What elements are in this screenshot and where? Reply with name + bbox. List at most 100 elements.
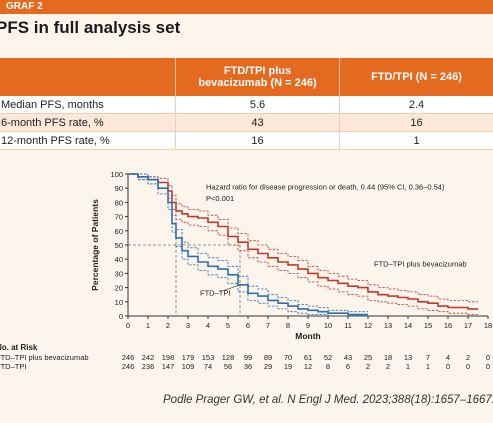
x-tick-label: 8 — [286, 321, 290, 330]
at-risk-value: 2 — [386, 362, 390, 371]
table-header-mono: FTD/TPI (N = 246) — [339, 58, 493, 96]
y-tick-label: 70 — [115, 213, 123, 222]
table-row: 6-month PFS rate, % 43 16 — [0, 113, 493, 132]
pfs-summary-table: FTD/TPI plus bevacizumab (N = 246) FTD/T… — [0, 58, 493, 150]
y-tick-label: 0 — [119, 312, 123, 321]
at-risk-value: 19 — [284, 362, 292, 371]
at-risk-value: 25 — [364, 353, 372, 362]
hazard-ratio-annotation: Hazard ratio for disease progression or … — [206, 183, 445, 192]
at-risk-value: 61 — [304, 353, 312, 362]
at-risk-value: 198 — [162, 353, 175, 362]
at-risk-value: 0 — [446, 362, 450, 371]
table-header-combo-line1: FTD/TPI plus — [223, 65, 292, 77]
cell-mono: 2.4 — [339, 96, 493, 114]
ci-lower-combo — [128, 173, 478, 315]
y-tick-label: 100 — [110, 170, 123, 179]
table-row: 12-month PFS rate, % 16 1 — [0, 131, 493, 150]
y-tick-label: 80 — [115, 198, 123, 207]
at-risk-value: 36 — [244, 362, 252, 371]
at-risk-value: 74 — [204, 362, 212, 371]
at-risk-value: 153 — [202, 353, 215, 362]
table-header-combo: FTD/TPI plus bevacizumab (N = 246) — [175, 58, 340, 96]
at-risk-value: 179 — [182, 353, 195, 362]
series-label-leader — [219, 284, 241, 293]
at-risk-value: 13 — [404, 353, 412, 362]
at-risk-row-label: FTD–TPI plus bevacizumab — [0, 353, 89, 362]
cell-combo: 5.6 — [175, 96, 340, 114]
at-risk-value: 147 — [162, 362, 175, 371]
table-header-row: FTD/TPI plus bevacizumab (N = 246) FTD/T… — [0, 58, 493, 96]
ci-lower-mono — [128, 173, 368, 317]
y-tick-label: 40 — [115, 255, 123, 264]
row-label: Median PFS, months — [0, 96, 176, 114]
x-tick-label: 0 — [126, 321, 130, 330]
km-line-combo — [128, 173, 478, 310]
ci-upper-mono — [128, 173, 368, 313]
figure-title: PFS in full analysis set — [0, 18, 181, 37]
x-tick-label: 6 — [246, 321, 250, 330]
x-tick-label: 12 — [364, 321, 372, 330]
x-tick-label: 11 — [344, 321, 352, 330]
y-tick-label: 10 — [115, 298, 123, 307]
x-tick-label: 1 — [146, 321, 150, 330]
at-risk-value: 2 — [466, 353, 470, 362]
at-risk-value: 6 — [346, 362, 350, 371]
x-tick-label: 18 — [484, 321, 492, 330]
table-header-combo-line2: bevacizumab (N = 246) — [198, 77, 317, 89]
p-value-annotation: P<0.001 — [206, 194, 234, 203]
y-tick-label: 50 — [115, 241, 123, 250]
table-header-blank — [0, 58, 176, 96]
figure-number-label: GRAF 2 — [0, 0, 493, 14]
at-risk-value: 1 — [426, 362, 430, 371]
km-line-mono — [128, 173, 368, 316]
at-risk-value: 70 — [284, 353, 292, 362]
at-risk-value: 18 — [384, 353, 392, 362]
cell-combo: 43 — [175, 113, 340, 132]
x-tick-label: 17 — [464, 321, 472, 330]
series-label-mono: FTD–TPI — [200, 288, 230, 297]
table-row: Median PFS, months 5.6 2.4 — [0, 96, 493, 114]
at-risk-value: 2 — [366, 362, 370, 371]
at-risk-value: 99 — [244, 353, 252, 362]
x-tick-label: 4 — [206, 321, 210, 330]
at-risk-value: 43 — [344, 353, 352, 362]
at-risk-value: 12 — [304, 362, 312, 371]
at-risk-row-label: FTD–TPI — [0, 362, 26, 371]
at-risk-value: 236 — [142, 362, 155, 371]
at-risk-value: 4 — [446, 353, 450, 362]
cell-combo: 16 — [175, 131, 340, 150]
at-risk-value: 1 — [406, 362, 410, 371]
x-tick-label: 9 — [306, 321, 310, 330]
at-risk-value: 0 — [466, 362, 470, 371]
y-tick-label: 90 — [115, 184, 123, 193]
x-tick-label: 2 — [166, 321, 170, 330]
x-tick-label: 3 — [186, 321, 190, 330]
y-tick-label: 60 — [115, 227, 123, 236]
at-risk-value: 8 — [326, 362, 330, 371]
x-axis-title: Month — [295, 331, 321, 341]
at-risk-value: 0 — [486, 353, 490, 362]
x-tick-label: 13 — [384, 321, 392, 330]
x-tick-label: 15 — [424, 321, 432, 330]
at-risk-value: 89 — [264, 353, 272, 362]
at-risk-value: 242 — [142, 353, 155, 362]
at-risk-value: 128 — [222, 353, 235, 362]
row-label: 6-month PFS rate, % — [0, 113, 176, 132]
row-label: 12-month PFS rate, % — [0, 131, 176, 150]
cell-mono: 1 — [339, 131, 493, 150]
x-tick-label: 5 — [226, 321, 230, 330]
y-tick-label: 30 — [115, 269, 123, 278]
at-risk-value: 246 — [122, 362, 135, 371]
at-risk-value: 29 — [264, 362, 272, 371]
at-risk-value: 0 — [486, 362, 490, 371]
citation: Podle Prager GW, et al. N Engl J Med. 20… — [163, 394, 493, 406]
y-tick-label: 20 — [115, 284, 123, 293]
x-tick-label: 14 — [404, 321, 412, 330]
at-risk-value: 52 — [324, 353, 332, 362]
at-risk-title: No. at Risk — [0, 343, 38, 352]
at-risk-value: 109 — [182, 362, 195, 371]
x-tick-label: 7 — [266, 321, 270, 330]
series-label-combo: FTD–TPI plus bevacizumab — [374, 259, 467, 268]
at-risk-value: 7 — [426, 353, 430, 362]
